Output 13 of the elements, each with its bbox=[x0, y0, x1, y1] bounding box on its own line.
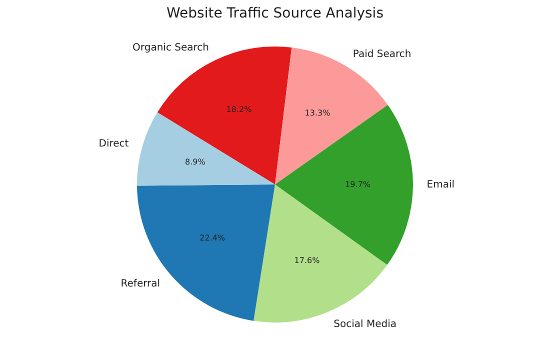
slice-label: Social Media bbox=[334, 319, 396, 330]
data-label: 19.7% bbox=[345, 180, 371, 189]
data-label: 13.3% bbox=[304, 108, 331, 118]
data-label: 8.9% bbox=[185, 157, 206, 166]
slice-label: Referral bbox=[120, 278, 160, 290]
slice-label: Direct bbox=[98, 138, 129, 150]
slice-label: Organic Search bbox=[132, 42, 209, 54]
slice-label: Email bbox=[426, 180, 455, 191]
slice-label: Paid Search bbox=[352, 48, 412, 60]
chart-title: Website Traffic Source Analysis bbox=[166, 6, 384, 22]
data-label: 18.2% bbox=[226, 105, 252, 114]
data-label: 17.6% bbox=[294, 256, 320, 265]
data-label: 22.4% bbox=[200, 234, 226, 243]
